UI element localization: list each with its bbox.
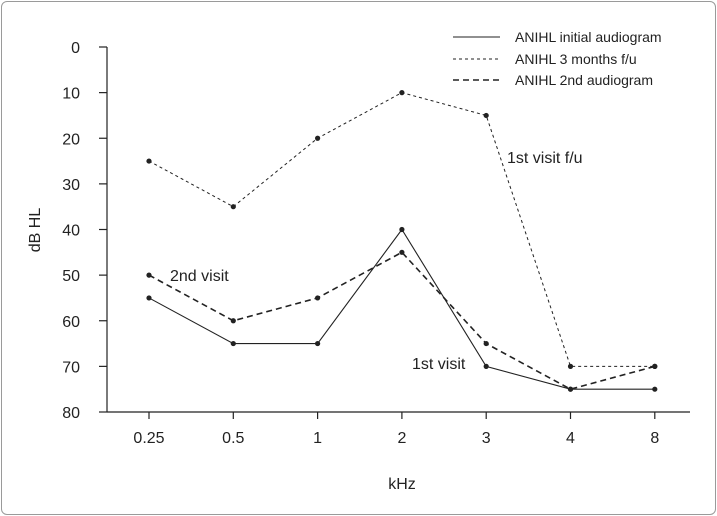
x-tick-label: 0.5	[222, 430, 244, 447]
x-tick-label: 0.25	[133, 430, 164, 447]
y-axis-title: dB HL	[27, 208, 44, 253]
x-tick-label: 4	[566, 430, 575, 447]
data-point	[399, 249, 405, 255]
data-point	[483, 112, 489, 119]
legend-label: ANIHL initial audiogram	[515, 29, 662, 45]
data-point	[315, 340, 321, 347]
data-point	[483, 340, 489, 347]
y-tick-label: 50	[62, 268, 80, 285]
data-point	[399, 226, 405, 233]
x-tick-label: 3	[482, 430, 491, 447]
data-point	[146, 272, 152, 278]
legend-label: ANIHL 3 months f/u	[515, 51, 637, 67]
y-tick-label: 80	[62, 405, 80, 422]
data-point	[567, 386, 574, 392]
y-tick-label: 0	[71, 40, 80, 57]
data-point	[230, 340, 236, 347]
annotation-label: 1st visit f/u	[507, 150, 583, 167]
y-tick-label: 60	[62, 314, 80, 331]
annotation-label: 1st visit	[412, 356, 466, 373]
x-tick-label: 8	[650, 430, 659, 447]
legend-label: ANIHL 2nd audiogram	[515, 72, 653, 88]
x-tick-label: 1	[313, 430, 322, 447]
data-point	[315, 135, 321, 141]
data-point	[652, 386, 658, 392]
data-point	[146, 158, 152, 164]
annotation-label: 2nd visit	[170, 268, 229, 285]
data-point	[652, 363, 658, 369]
data-point	[230, 318, 236, 324]
data-point	[230, 204, 236, 210]
data-point	[315, 295, 321, 301]
data-point	[146, 295, 152, 301]
x-tick-label: 2	[397, 430, 406, 447]
y-tick-label: 30	[62, 177, 80, 194]
data-point	[483, 363, 489, 369]
y-tick-label: 20	[62, 131, 80, 148]
y-tick-label: 10	[62, 86, 80, 103]
data-point	[399, 90, 405, 96]
x-axis-title: kHz	[388, 476, 416, 493]
y-tick-label: 40	[62, 223, 80, 240]
data-point	[567, 363, 574, 369]
y-tick-label: 70	[62, 359, 80, 376]
